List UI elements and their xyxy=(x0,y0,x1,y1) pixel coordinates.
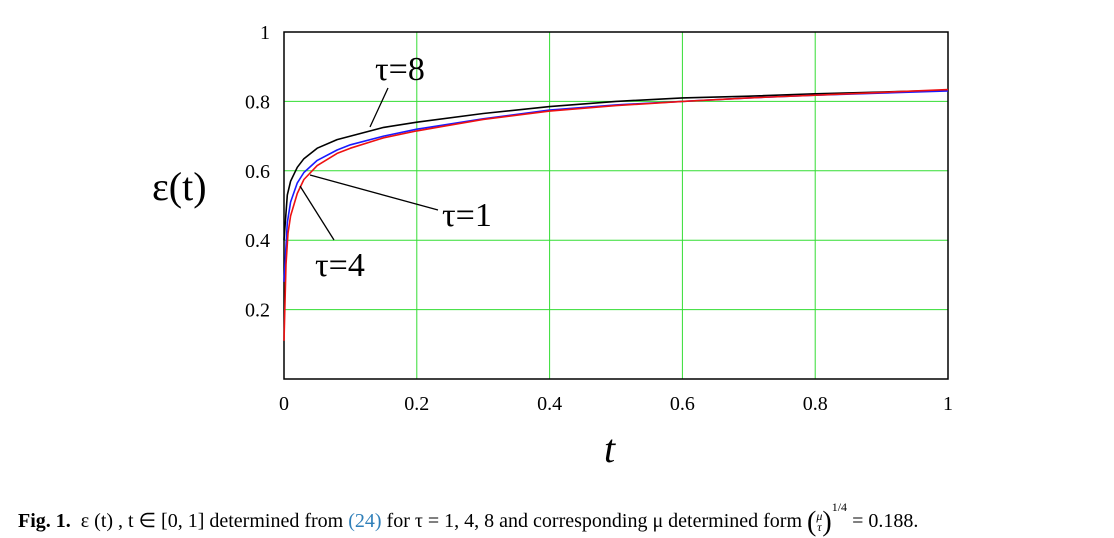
x-tick-label: 0.8 xyxy=(803,393,828,415)
series-line-1 xyxy=(283,90,949,282)
series-line-2 xyxy=(283,88,949,341)
x-tick-label: 0.4 xyxy=(537,393,562,415)
leader-tau-1 xyxy=(309,174,439,211)
y-tick-label: 0.6 xyxy=(245,161,270,183)
plot-frame xyxy=(283,31,949,380)
series-line-0 xyxy=(283,89,949,241)
figure-caption: Fig. 1. ε (t) , t ∈ [0, 1] determined fr… xyxy=(18,500,919,538)
label-tau-4: τ=4 xyxy=(315,247,365,284)
caption-equation-link[interactable]: (24) xyxy=(348,510,382,532)
x-tick-label: 1 xyxy=(943,393,953,415)
series-group xyxy=(283,88,949,341)
leader-tau-4 xyxy=(299,185,335,241)
grid-lines xyxy=(284,32,948,379)
caption-fig-label: Fig. 1. xyxy=(18,510,71,532)
y-tick-label: 0.2 xyxy=(245,300,270,322)
caption-exponent: 1/4 xyxy=(831,500,848,514)
y-tick-label: 0.4 xyxy=(245,230,270,252)
x-tick-label: 0.6 xyxy=(670,393,695,415)
leader-tau-8 xyxy=(369,87,389,128)
y-tick-label: 0.8 xyxy=(245,91,270,113)
caption-text-1: ε (t) , t ∈ [0, 1] determined from xyxy=(80,510,344,532)
y-axis-label: ε(t) xyxy=(152,164,207,209)
caption-frac-num: μ xyxy=(816,509,823,524)
x-tick-label: 0 xyxy=(279,393,289,415)
x-axis-label: t xyxy=(604,426,616,471)
caption-frac-den: τ xyxy=(817,520,822,535)
y-tick-labels: 0.2 0.4 0.6 0.8 1 xyxy=(245,22,270,322)
caption-text-3: = 0.188. xyxy=(852,510,919,532)
x-tick-labels: 0 0.2 0.4 0.6 0.8 1 xyxy=(279,393,953,415)
x-tick-label: 0.2 xyxy=(404,393,429,415)
caption-text-2: for τ = 1, 4, 8 and corresponding μ dete… xyxy=(386,510,803,532)
label-tau-1: τ=1 xyxy=(442,197,492,234)
label-tau-8: τ=8 xyxy=(375,51,425,88)
y-tick-label: 1 xyxy=(260,22,270,44)
chart: 0 0.2 0.4 0.6 0.8 1 0.2 0.4 0.6 0.8 1 τ=8 τ=1 τ=4… xyxy=(152,22,953,471)
